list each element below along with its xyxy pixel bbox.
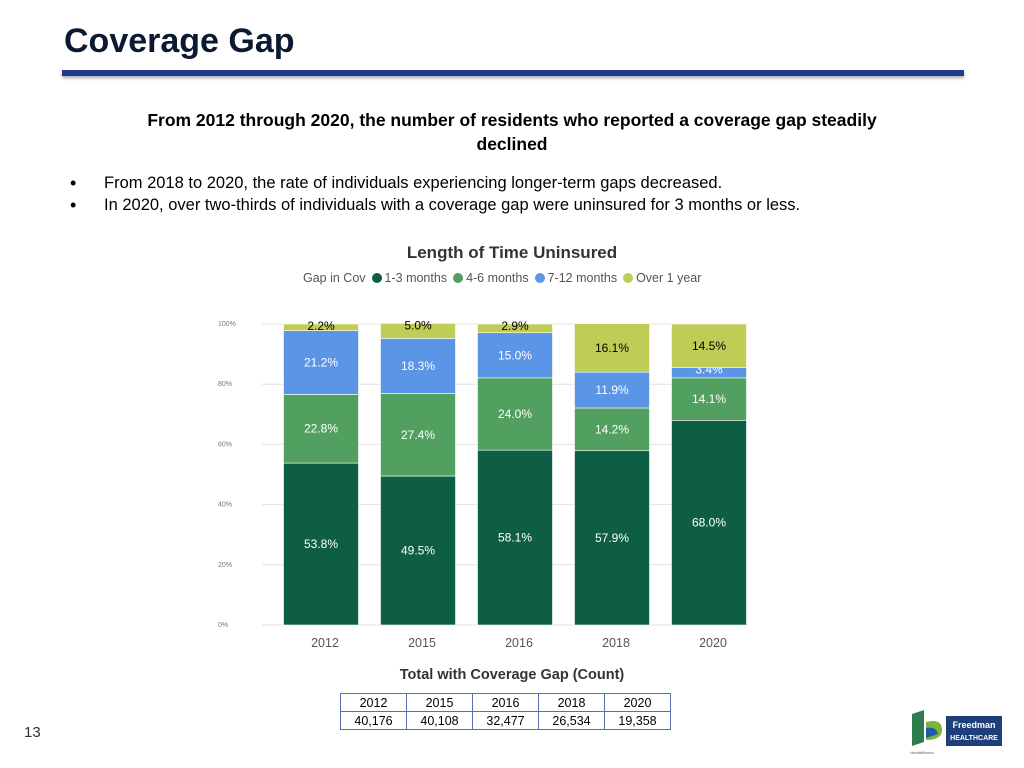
bar-segment bbox=[477, 449, 553, 626]
count-table-title: Total with Coverage Gap (Count) bbox=[399, 667, 625, 683]
table-cell-count: 19,358 bbox=[604, 711, 671, 730]
bar-segment bbox=[283, 394, 359, 464]
data-label: 15.0% bbox=[498, 348, 532, 362]
freedman-healthcare-logo: Freedman HEALTHCARE HealthBound bbox=[910, 710, 1002, 755]
bullet-dot-icon: • bbox=[70, 195, 77, 215]
legend-label: 1-3 months bbox=[384, 271, 448, 285]
x-tick-label: 2020 bbox=[699, 636, 727, 650]
y-tick-label: 80% bbox=[218, 381, 232, 388]
table-cell-year: 2012 bbox=[340, 693, 407, 712]
data-label: 22.8% bbox=[304, 422, 338, 436]
data-label: 14.2% bbox=[595, 422, 629, 436]
bullet-item: • From 2018 to 2020, the rate of individ… bbox=[70, 172, 970, 194]
page-number: 13 bbox=[24, 724, 41, 741]
legend-item-7-12-months: 7-12 months bbox=[534, 271, 618, 285]
stacked-bar-chart: 0% 20% 40% 60% 80% 100% 53.8% 22.8% 21.2% 2.2% 201… bbox=[218, 318, 748, 650]
data-label: 27.4% bbox=[401, 428, 435, 442]
chart-legend: Gap in Cov 1-3 months 4-6 months 7-12 mo… bbox=[303, 269, 707, 287]
bar-segment bbox=[671, 323, 747, 368]
data-label: 11.9% bbox=[595, 383, 628, 397]
data-label: 16.1% bbox=[595, 341, 629, 355]
y-tick-label: 100% bbox=[218, 321, 236, 328]
logo-caption: HealthBound bbox=[910, 750, 933, 755]
legend-item-4-6-months: 4-6 months bbox=[453, 271, 529, 285]
x-tick-label: 2015 bbox=[408, 636, 436, 650]
bullet-list: • From 2018 to 2020, the rate of individ… bbox=[70, 172, 970, 216]
y-tick-label: 60% bbox=[218, 441, 232, 448]
count-table: 2012 2015 2016 2018 2020 40,176 40,108 3… bbox=[340, 693, 671, 730]
bar-segment bbox=[574, 371, 650, 409]
legend-swatch-icon bbox=[623, 273, 634, 283]
data-label: 58.1% bbox=[498, 531, 532, 545]
chart-title: Length of Time Uninsured bbox=[406, 243, 618, 262]
bar-segment bbox=[574, 450, 650, 626]
bullet-dot-icon: • bbox=[70, 173, 77, 193]
legend-swatch-icon bbox=[371, 273, 382, 283]
legend-label: 7-12 months bbox=[547, 271, 618, 285]
bar-segment bbox=[283, 323, 359, 331]
data-label: 18.3% bbox=[401, 359, 435, 373]
data-label: 14.1% bbox=[692, 392, 726, 406]
table-cell-count: 40,108 bbox=[406, 711, 473, 730]
bar-segment bbox=[671, 420, 747, 626]
data-label: 5.0% bbox=[404, 318, 432, 332]
data-label: 57.9% bbox=[595, 531, 629, 545]
table-cell-year: 2015 bbox=[406, 693, 473, 712]
bar-segment bbox=[380, 323, 456, 339]
y-tick-label: 40% bbox=[218, 502, 232, 509]
legend-swatch-icon bbox=[534, 273, 545, 283]
data-label: 2.2% bbox=[307, 319, 335, 333]
table-cell-year: 2018 bbox=[538, 693, 605, 712]
x-tick-label: 2012 bbox=[311, 636, 339, 650]
legend-item-over-1-year: Over 1 year bbox=[623, 271, 701, 285]
data-label: 53.8% bbox=[304, 537, 338, 551]
bar-segment bbox=[380, 338, 456, 394]
data-label: 68.0% bbox=[692, 516, 726, 530]
bar-segment bbox=[574, 407, 650, 452]
bar-segment bbox=[477, 332, 553, 379]
table-header-row: 2012 2015 2016 2018 2020 bbox=[340, 693, 671, 712]
y-tick-label: 20% bbox=[218, 562, 232, 569]
bar-segment bbox=[283, 330, 359, 395]
legend-label: Over 1 year bbox=[636, 271, 702, 285]
title-underline bbox=[62, 70, 964, 76]
bullet-text: From 2018 to 2020, the rate of individua… bbox=[104, 174, 723, 192]
logo-text-bottom: HEALTHCARE bbox=[950, 735, 998, 742]
legend-label: 4-6 months bbox=[466, 271, 529, 285]
bar-segment bbox=[283, 462, 359, 626]
logo-text-top: Freedman bbox=[952, 720, 995, 730]
table-cell-year: 2020 bbox=[604, 693, 671, 712]
bullet-text: In 2020, over two-thirds of individuals … bbox=[104, 196, 801, 214]
y-tick-label: 0% bbox=[218, 622, 228, 629]
legend-item-1-3-months: 1-3 months bbox=[371, 271, 448, 285]
bullet-item: • In 2020, over two-thirds of individual… bbox=[70, 194, 970, 216]
bar-segment bbox=[574, 323, 650, 373]
slide-subtitle: From 2012 through 2020, the number of re… bbox=[147, 110, 877, 154]
table-cell-count: 40,176 bbox=[340, 711, 407, 730]
x-tick-label: 2018 bbox=[602, 636, 630, 650]
data-label: 2.9% bbox=[501, 319, 529, 333]
data-label: 14.5% bbox=[692, 339, 726, 353]
bar-segment bbox=[477, 323, 553, 334]
data-label: 24.0% bbox=[498, 407, 532, 421]
legend-swatch-icon bbox=[453, 273, 464, 283]
table-cell-year: 2016 bbox=[472, 693, 539, 712]
data-label: 21.2% bbox=[304, 356, 338, 370]
x-tick-label: 2016 bbox=[505, 636, 533, 650]
table-row: 40,176 40,108 32,477 26,534 19,358 bbox=[340, 711, 671, 730]
slide-title: Coverage Gap bbox=[64, 22, 295, 60]
legend-title: Gap in Cov bbox=[303, 271, 366, 285]
table-cell-count: 26,534 bbox=[538, 711, 605, 730]
table-cell-count: 32,477 bbox=[472, 711, 539, 730]
data-label: 49.5% bbox=[401, 544, 435, 558]
